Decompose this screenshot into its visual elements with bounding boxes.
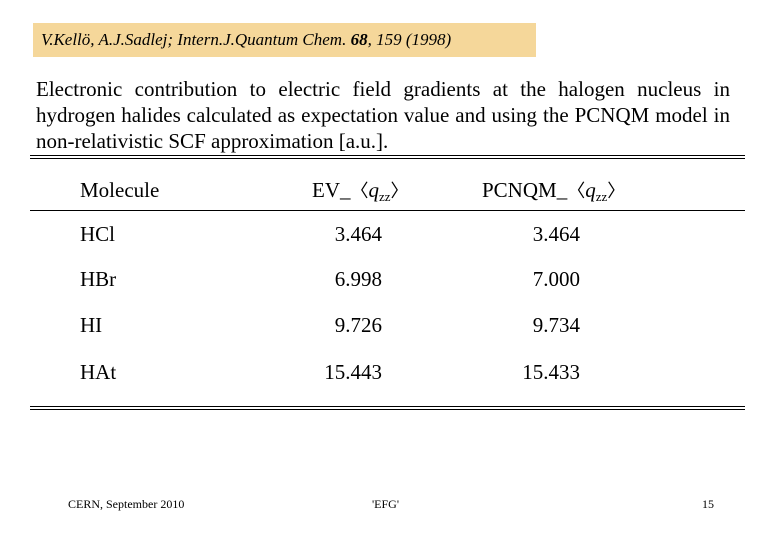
table-cell-molecule: HAt (80, 360, 117, 384)
header-pcnqm-prefix: PCNQM_ (482, 178, 568, 202)
right-angle-bracket: 〉 (607, 181, 626, 202)
q-subscript: zz (595, 189, 608, 204)
table-cell-ev: 15.443 (324, 360, 382, 384)
table-cell-ev: 9.726 (334, 313, 382, 337)
table-caption: Electronic contribution to electric fiel… (36, 77, 730, 153)
table-cell-ev: 3.464 (334, 222, 382, 246)
header-pcnqm: PCNQM_〈qzz〉 (482, 178, 625, 209)
q-symbol: q (368, 178, 380, 202)
table-top-rule-double (30, 158, 745, 159)
table-cell-pcnqm: 9.734 (532, 313, 580, 337)
table-cell-molecule: HBr (80, 267, 117, 291)
table-cell-molecule: HI (80, 313, 103, 337)
right-angle-bracket: 〉 (390, 181, 409, 202)
table-cell-pcnqm: 3.464 (532, 222, 580, 246)
citation-authors: V.Kellö, A.J.Sadlej; Intern.J.Quantum Ch… (41, 30, 351, 49)
citation-box: V.Kellö, A.J.Sadlej; Intern.J.Quantum Ch… (33, 23, 536, 57)
table-cell-pcnqm: 15.433 (522, 360, 580, 384)
table-bottom-rule-double (30, 409, 745, 410)
table-bottom-rule (30, 406, 745, 407)
footer-event: CERN, September 2010 (68, 497, 185, 511)
left-angle-bracket: 〈 (350, 181, 369, 202)
header-ev-prefix: EV_ (312, 178, 351, 202)
table-top-rule (30, 155, 745, 156)
header-molecule: Molecule (80, 178, 160, 202)
citation-volume: 68 (350, 30, 368, 49)
left-angle-bracket: 〈 (567, 181, 586, 202)
citation-pages-year: , 159 (1998) (367, 30, 452, 49)
table-cell-ev: 6.998 (334, 267, 382, 291)
table-header-rule (30, 210, 745, 211)
table-cell-molecule: HCl (80, 222, 116, 246)
header-ev: EV_〈qzz〉 (312, 178, 409, 209)
q-subscript: zz (379, 189, 391, 204)
table-cell-pcnqm: 7.000 (532, 267, 580, 291)
footer-title: 'EFG' (372, 497, 399, 511)
slide-number: 15 (702, 497, 714, 511)
q-symbol: q (585, 178, 596, 202)
